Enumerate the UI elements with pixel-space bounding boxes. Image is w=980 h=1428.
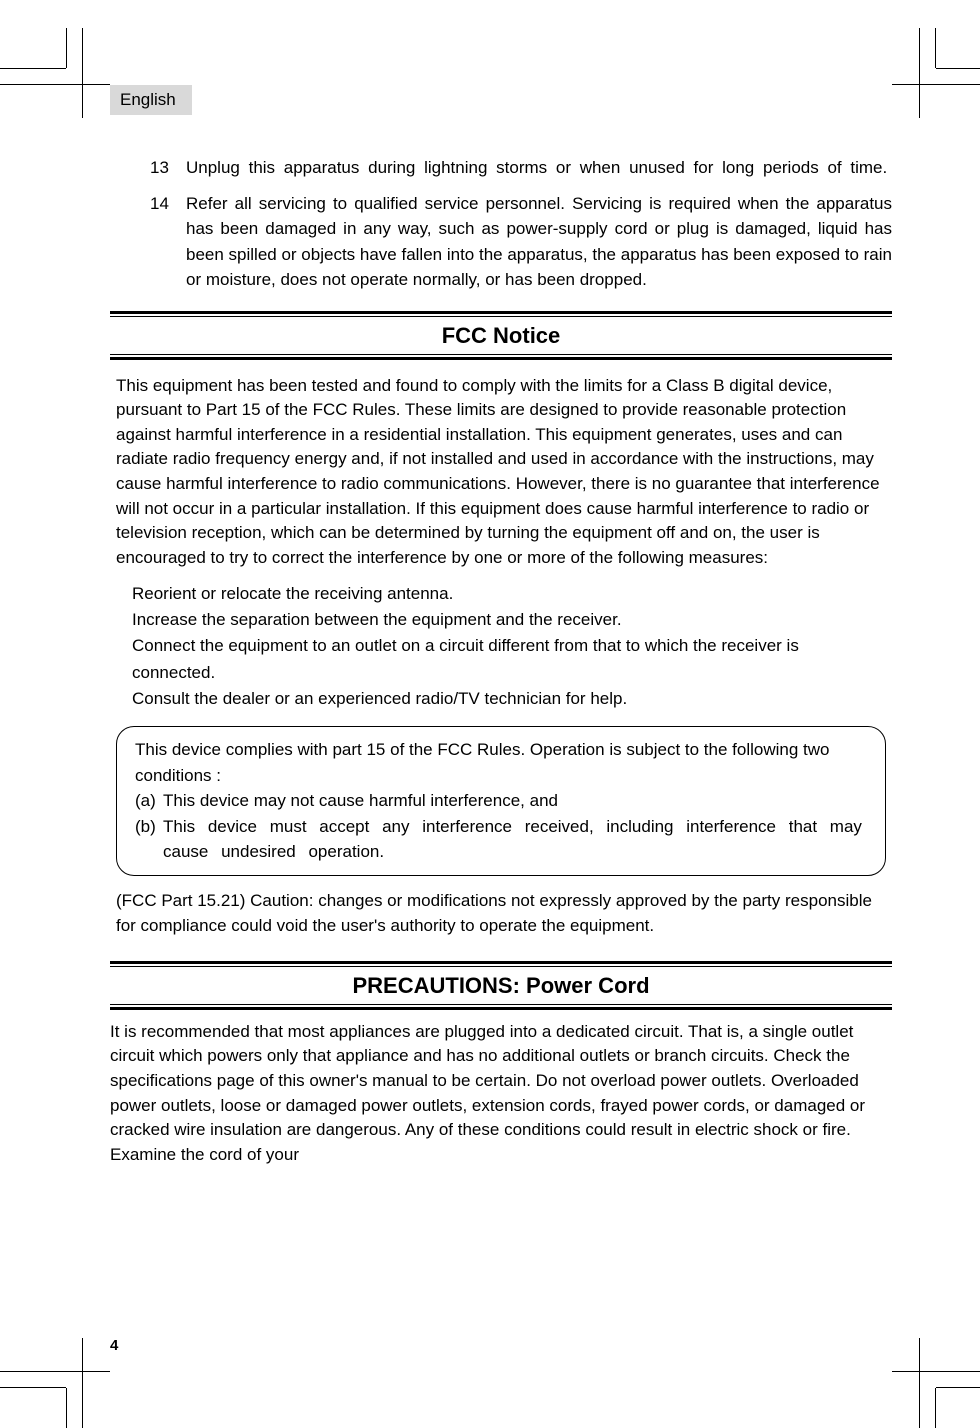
language-tab: English (110, 85, 192, 115)
crop-mark-top-left (0, 28, 120, 118)
bullet-item: Connect the equipment to an outlet on a … (132, 633, 886, 686)
list-item: 13 Unplug this apparatus during lightnin… (150, 155, 892, 181)
callout-item-a: (a) This device may not cause harmful in… (135, 788, 867, 814)
list-item-number: 14 (150, 191, 186, 293)
precautions-body: It is recommended that most appliances a… (110, 1020, 892, 1168)
page-number: 4 (110, 1337, 118, 1354)
list-item-text: Unplug this apparatus during lightning s… (186, 155, 892, 181)
fcc-caution: (FCC Part 15.21) Caution: changes or mod… (116, 888, 886, 939)
crop-mark-bottom-left (0, 1338, 120, 1428)
list-item: 14 Refer all servicing to qualified serv… (150, 191, 892, 293)
callout-intro: This device complies with part 15 of the… (135, 737, 867, 788)
callout-item-b: (b) This device must accept any interfer… (135, 814, 867, 865)
fcc-notice-title: FCC Notice (110, 316, 892, 355)
page-content: English 13 Unplug this apparatus during … (110, 85, 892, 1348)
crop-mark-bottom-right (890, 1338, 980, 1428)
precautions-header: PRECAUTIONS: Power Cord (110, 961, 892, 1010)
bullet-item: Increase the separation between the equi… (132, 607, 886, 633)
precautions-title: PRECAUTIONS: Power Cord (110, 966, 892, 1005)
fcc-bullets: Reorient or relocate the receiving anten… (132, 581, 886, 713)
fcc-callout-box: This device complies with part 15 of the… (116, 726, 886, 876)
callout-label: (a) (135, 788, 163, 814)
bullet-item: Consult the dealer or an experienced rad… (132, 686, 886, 712)
callout-label: (b) (135, 814, 163, 865)
bullet-item: Reorient or relocate the receiving anten… (132, 581, 886, 607)
list-item-text: Refer all servicing to qualified service… (186, 191, 892, 293)
list-item-number: 13 (150, 155, 186, 181)
callout-text: This device must accept any interference… (163, 814, 867, 865)
fcc-notice-header: FCC Notice (110, 311, 892, 360)
crop-mark-top-right (890, 28, 980, 118)
instruction-list: 13 Unplug this apparatus during lightnin… (150, 155, 892, 293)
callout-text: This device may not cause harmful interf… (163, 788, 867, 814)
fcc-body: This equipment has been tested and found… (116, 374, 886, 571)
